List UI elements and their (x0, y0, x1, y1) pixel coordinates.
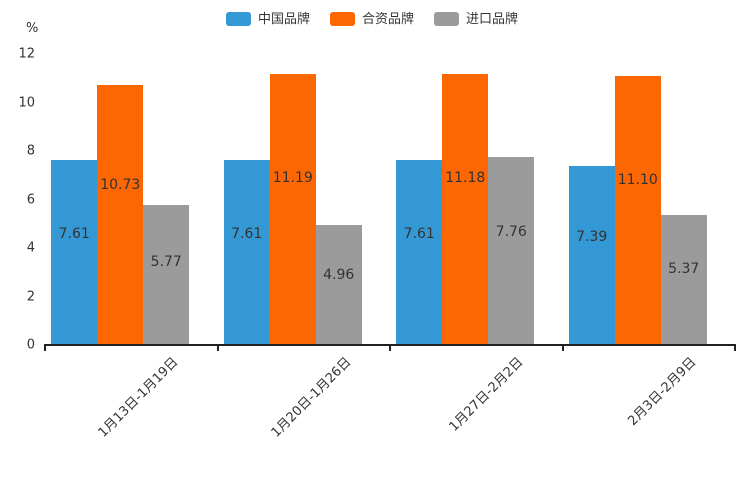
bar-value-label-0-1: 10.73 (100, 177, 141, 194)
bar-3-0[interactable]: 7.39 (568, 165, 615, 345)
y-axis-tick-label-5: 10 (18, 95, 35, 110)
legend-label-0: 中国品牌 (257, 11, 310, 27)
legend-label-2: 进口品牌 (466, 11, 519, 27)
legend-label-1: 合资品牌 (361, 11, 414, 27)
bar-0-0[interactable]: 7.61 (51, 160, 98, 345)
y-axis-tick-label-1: 2 (26, 289, 35, 304)
legend-item-1[interactable]: 合资品牌 (329, 11, 414, 27)
chart-legend: 中国品牌 合资品牌 进口品牌 (0, 12, 744, 26)
bar-0-2[interactable]: 5.77 (143, 205, 190, 345)
bar-value-label-3-1: 11.10 (617, 171, 658, 188)
bar-3-2[interactable]: 5.37 (660, 214, 707, 345)
bar-value-label-3-2: 5.37 (668, 260, 700, 277)
x-axis-tick-4 (734, 344, 736, 351)
bar-0-1[interactable]: 10.73 (97, 84, 144, 345)
legend-swatch-icon-1 (329, 12, 355, 26)
x-axis-tick-0 (44, 344, 46, 351)
bar-value-label-1-0: 7.61 (231, 225, 263, 242)
y-axis-tick-label-3: 6 (26, 192, 35, 207)
x-axis-category-label-text-3: 2月3日-2月9日 (625, 354, 700, 429)
legend-item-2[interactable]: 进口品牌 (434, 12, 518, 26)
y-axis-tick-label-2: 4 (26, 240, 35, 256)
bar-group-1: 7.61 11.19 4.96 (217, 46, 390, 345)
bar-value-label-1-1: 11.19 (272, 170, 313, 187)
bar-2-0[interactable]: 7.61 (396, 160, 443, 345)
y-axis-tick-label-4: 8 (26, 143, 35, 159)
bar-1-1[interactable]: 11.19 (269, 73, 316, 345)
bar-value-label-1-2: 4.96 (323, 267, 355, 284)
legend-item-0[interactable]: 中国品牌 (225, 11, 310, 27)
bar-value-label-3-0: 7.39 (576, 229, 608, 246)
legend-swatch-icon-0 (225, 12, 251, 26)
bar-1-0[interactable]: 7.61 (223, 160, 270, 345)
bar-3-1[interactable]: 11.10 (614, 75, 661, 345)
bar-2-1[interactable]: 11.18 (442, 73, 489, 345)
bar-group-2: 7.61 11.18 7.76 (389, 46, 562, 345)
bar-value-label-2-1: 11.18 (445, 170, 486, 187)
bar-group-0: 7.61 10.73 5.77 (44, 46, 217, 345)
bar-value-label-2-0: 7.61 (403, 225, 435, 242)
bar-value-label-0-2: 5.77 (150, 254, 182, 271)
legend-swatch-icon-2 (434, 12, 459, 26)
bar-value-label-2-2: 7.76 (495, 223, 527, 240)
y-axis-tick-label-6: 12 (18, 46, 35, 62)
x-axis-tick-2 (389, 344, 391, 351)
plot-area: 0 2 4 6 8 10 12 7.61 10.73 5.77 7.61 11.19 4.96 7.61 1… (18, 46, 735, 353)
x-axis-tick-3 (561, 344, 564, 351)
bar-value-label-0-0: 7.61 (58, 225, 90, 242)
bar-group-3: 7.39 11.10 5.37 (562, 46, 735, 345)
y-axis-unit-label: % (26, 21, 39, 36)
bar-1-2[interactable]: 4.96 (315, 224, 362, 345)
y-axis-tick-label-0: 0 (26, 337, 35, 353)
x-axis-category-label-text-0: 1月13日-1月19日 (95, 354, 182, 441)
x-axis-tick-1 (216, 344, 219, 351)
x-axis-category-label-text-1: 1月20日-1月26日 (268, 354, 355, 441)
bar-2-2[interactable]: 7.76 (488, 156, 535, 345)
x-axis-category-label-text-2: 1月27日-2月2日 (446, 354, 527, 435)
